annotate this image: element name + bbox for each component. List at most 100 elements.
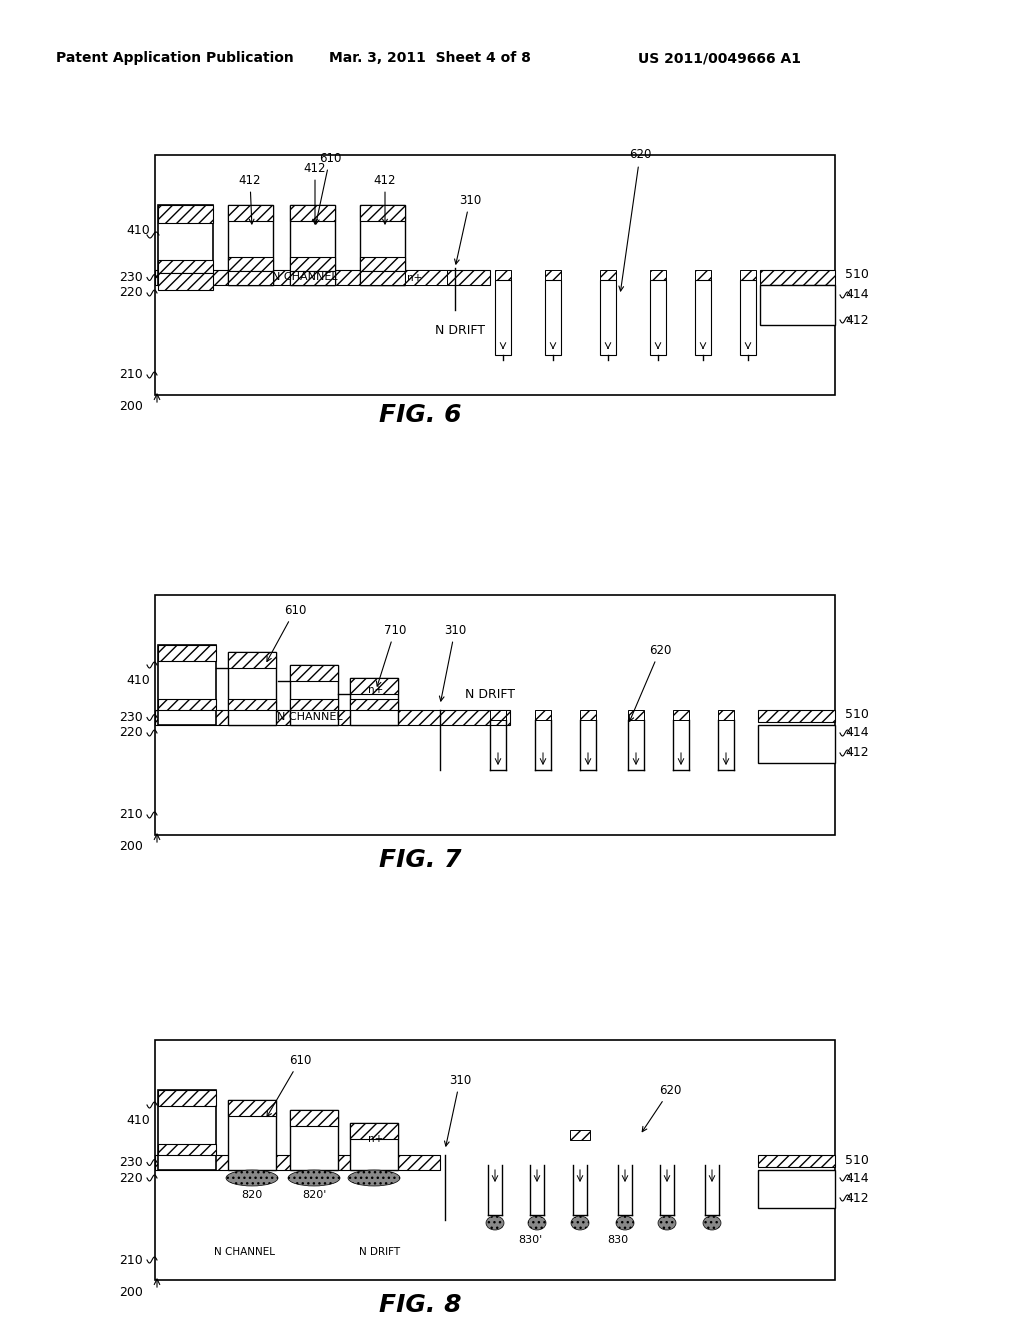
Text: N CHANNEL: N CHANNEL [272, 272, 338, 282]
Bar [495, 271, 511, 280]
Bar [360, 271, 406, 285]
Text: 610: 610 [314, 152, 341, 224]
Bar [535, 710, 551, 719]
Bar [158, 645, 216, 661]
Text: 220: 220 [119, 286, 143, 300]
Text: 230: 230 [119, 271, 143, 284]
Text: n+: n+ [369, 685, 384, 696]
Bar [570, 1130, 590, 1140]
Bar [290, 1110, 338, 1170]
Bar [290, 1110, 338, 1126]
Bar [740, 271, 756, 280]
Bar [158, 1090, 216, 1170]
Bar [158, 260, 213, 273]
Bar [290, 665, 338, 725]
Text: n+: n+ [369, 1134, 384, 1144]
Text: 620: 620 [630, 644, 671, 721]
Bar [350, 1123, 398, 1139]
Bar [228, 700, 276, 710]
Bar [155, 710, 510, 725]
Text: 200: 200 [119, 841, 143, 854]
Ellipse shape [486, 1216, 504, 1230]
Ellipse shape [616, 1216, 634, 1230]
Text: 210: 210 [119, 1254, 143, 1266]
Text: 510: 510 [845, 268, 869, 281]
Ellipse shape [658, 1216, 676, 1230]
Text: US 2011/0049666 A1: US 2011/0049666 A1 [639, 51, 802, 65]
Ellipse shape [288, 1170, 340, 1185]
Text: Mar. 3, 2011  Sheet 4 of 8: Mar. 3, 2011 Sheet 4 of 8 [329, 51, 530, 65]
Text: 830: 830 [607, 1236, 629, 1245]
Bar [360, 205, 406, 220]
Bar [360, 205, 406, 285]
Text: 310: 310 [439, 623, 466, 701]
Bar [290, 665, 338, 681]
Text: 210: 210 [119, 368, 143, 381]
Text: 820': 820' [302, 1191, 327, 1200]
Text: 412: 412 [374, 173, 396, 224]
Bar [758, 1155, 835, 1167]
Bar [490, 710, 506, 719]
Bar [628, 710, 644, 719]
Text: 412: 412 [239, 173, 261, 224]
Text: 200: 200 [119, 1286, 143, 1299]
Ellipse shape [571, 1216, 589, 1230]
Bar [545, 271, 561, 280]
Text: 510: 510 [845, 709, 869, 722]
Text: N DRIFT: N DRIFT [465, 689, 515, 701]
Bar [740, 280, 756, 355]
Bar [155, 1040, 835, 1280]
Ellipse shape [703, 1216, 721, 1230]
Text: 310: 310 [455, 194, 481, 264]
Bar [758, 1170, 835, 1208]
Bar [158, 1144, 216, 1155]
Bar [673, 710, 689, 719]
Ellipse shape [528, 1216, 546, 1230]
Bar [495, 280, 511, 355]
Text: FIG. 8: FIG. 8 [379, 1294, 461, 1317]
Bar [758, 725, 835, 763]
Bar [228, 652, 276, 725]
Bar [360, 257, 406, 271]
Text: 412: 412 [845, 747, 868, 759]
Text: 412: 412 [845, 314, 868, 326]
Bar [290, 700, 338, 710]
Bar [228, 257, 273, 271]
Bar [758, 710, 835, 722]
Text: FIG. 7: FIG. 7 [379, 847, 461, 873]
Text: 620: 620 [642, 1084, 681, 1131]
Text: 220: 220 [119, 726, 143, 739]
Text: 230: 230 [119, 711, 143, 723]
Bar [290, 257, 335, 271]
Bar [228, 652, 276, 668]
Bar [600, 280, 616, 355]
Bar [760, 285, 835, 325]
Text: 414: 414 [845, 1172, 868, 1184]
Bar [350, 678, 398, 725]
Bar [228, 1100, 276, 1115]
Bar [158, 1090, 216, 1106]
Bar [650, 280, 666, 355]
Bar [718, 710, 734, 719]
Text: 410: 410 [126, 223, 150, 236]
Bar [228, 1100, 276, 1170]
Bar [155, 154, 835, 395]
Bar [155, 1155, 440, 1170]
Bar [155, 595, 835, 836]
Text: N DRIFT: N DRIFT [435, 323, 485, 337]
Bar [155, 271, 490, 285]
Text: 620: 620 [618, 149, 651, 290]
Text: n+: n+ [408, 273, 423, 282]
Text: 410: 410 [126, 673, 150, 686]
Bar [158, 700, 216, 710]
Bar [228, 205, 273, 285]
Bar [228, 271, 273, 285]
Text: Patent Application Publication: Patent Application Publication [56, 51, 294, 65]
Bar [158, 205, 213, 223]
Bar [600, 271, 616, 280]
Ellipse shape [348, 1170, 400, 1185]
Bar [695, 271, 711, 280]
Text: 210: 210 [119, 808, 143, 821]
Text: N DRIFT: N DRIFT [359, 1247, 400, 1257]
Bar [545, 280, 561, 355]
